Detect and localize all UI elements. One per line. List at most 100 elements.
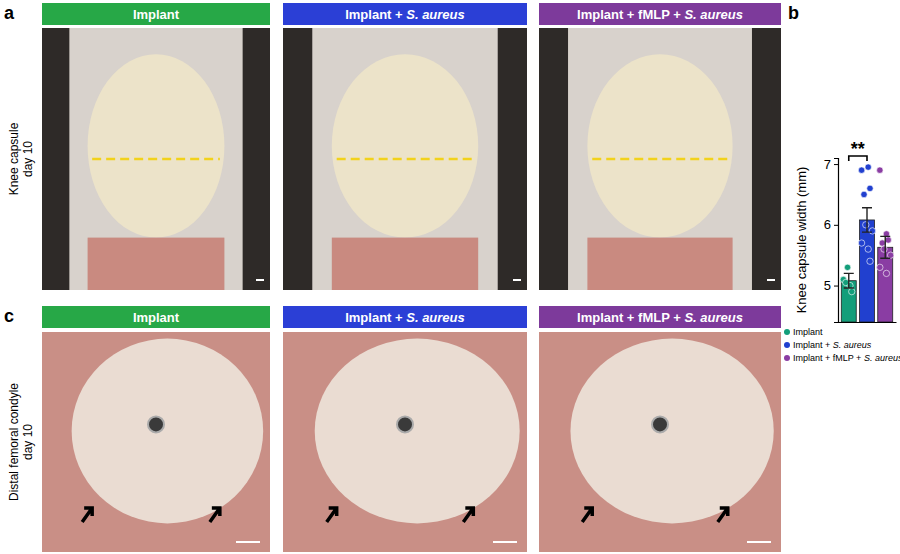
header-text: Implant + fMLP + S. aureus <box>577 7 743 22</box>
text-italic: S. aureus <box>684 310 743 325</box>
error-bar <box>844 273 854 288</box>
error-bar <box>880 236 890 258</box>
panel-letter: a <box>4 3 15 23</box>
text-part: Implant <box>793 327 823 337</box>
data-point <box>863 222 869 228</box>
header-box <box>42 306 270 328</box>
text-part: Implant <box>133 7 180 22</box>
arrow <box>463 508 473 522</box>
text-italic: S. aureus <box>833 340 872 350</box>
scale-bar <box>236 541 260 543</box>
y-tick-label: 7 <box>824 157 831 172</box>
text-part: Implant + fMLP + <box>577 310 684 325</box>
data-point <box>844 264 850 270</box>
arrow <box>718 508 728 522</box>
data-point <box>867 258 873 264</box>
header-text: Implant + S. aureus <box>345 310 465 325</box>
panel-letter: b <box>788 3 799 23</box>
row-label-line: day 10 <box>21 424 35 460</box>
header-box <box>283 306 527 328</box>
y-tick-label: 6 <box>824 217 831 232</box>
photo-skin <box>568 28 752 290</box>
data-point <box>877 167 883 173</box>
scale-bar <box>493 541 517 543</box>
photo-skin <box>69 28 242 290</box>
photo-skin <box>312 28 497 290</box>
text-part: Implant + <box>793 340 833 350</box>
text-part: Implant + <box>345 7 406 22</box>
text-italic: S. aureus <box>406 310 465 325</box>
photo <box>283 28 527 290</box>
y-tick: 5 <box>824 278 838 293</box>
arrow <box>210 508 220 522</box>
header-box <box>283 3 527 25</box>
row-label-line: Distal femoral condyle <box>7 383 21 501</box>
figure: aKnee capsuleday 10ImplantImplant + S. a… <box>0 0 900 554</box>
header-text: Implant <box>133 7 180 22</box>
x-axis <box>839 322 897 323</box>
text-part: Implant + fMLP + <box>577 7 684 22</box>
photo <box>539 28 781 290</box>
data-point <box>869 228 875 234</box>
y-tick-label: 5 <box>824 278 831 293</box>
text-part: Implant <box>133 310 180 325</box>
bar <box>860 220 875 322</box>
header-text: Implant + fMLP + S. aureus <box>577 310 743 325</box>
legend-swatch <box>784 329 790 335</box>
photo-background <box>283 28 527 290</box>
photo-background <box>539 332 781 552</box>
arrow <box>582 508 592 522</box>
legend-swatch <box>784 342 790 348</box>
scale-bar <box>256 279 264 281</box>
photo-background <box>283 332 527 552</box>
y-tick-mark <box>834 286 838 287</box>
row-label-line: Knee capsule <box>7 122 21 195</box>
y-axis-line <box>834 159 839 323</box>
photo-background <box>539 28 781 290</box>
photo-background <box>42 28 270 290</box>
data-point <box>849 288 855 294</box>
y-tick-mark <box>834 164 838 165</box>
text-italic: S. aureus <box>406 7 465 22</box>
row-label-line: day 10 <box>21 141 35 177</box>
photo-tissue <box>332 54 478 237</box>
data-point <box>885 237 891 243</box>
y-axis: 5 6 7 <box>824 157 839 323</box>
legend-swatch <box>784 355 790 361</box>
data-point <box>843 279 849 285</box>
photo-muscle <box>88 238 225 290</box>
scale-bar <box>767 279 775 281</box>
text-part: Implant + fMLP + <box>793 353 864 363</box>
y-axis-title: Knee capsule width (mm) <box>794 167 809 314</box>
photo <box>283 332 527 552</box>
photo <box>539 332 781 552</box>
plot-area <box>840 164 894 322</box>
row-label: Knee capsuleday 10 <box>7 122 35 195</box>
legend-label: Implant + fMLP + S. aureus <box>793 353 900 363</box>
scale-bar <box>747 541 771 543</box>
photo-condyle <box>570 339 773 524</box>
photo-tissue <box>88 54 225 237</box>
text-italic: S. aureus <box>864 353 900 363</box>
legend-label: Implant + S. aureus <box>793 340 872 350</box>
header-box <box>539 306 781 328</box>
y-tick-mark <box>834 225 838 226</box>
data-point <box>881 246 887 252</box>
data-point <box>861 191 867 197</box>
data-point <box>883 270 889 276</box>
data-point <box>865 164 871 170</box>
significance-label: ** <box>851 139 865 159</box>
scale-bar <box>513 279 521 281</box>
data-point <box>879 240 885 246</box>
photo-muscle <box>332 238 478 290</box>
photo-background <box>42 332 270 552</box>
photo-condyle <box>315 339 520 524</box>
measure-line <box>592 158 728 161</box>
y-tick: 7 <box>824 157 838 172</box>
error-bar <box>862 208 872 232</box>
measure-line <box>92 158 220 161</box>
y-tick: 6 <box>824 217 838 232</box>
data-point <box>858 167 864 173</box>
arrow <box>327 508 337 522</box>
photo-condyle <box>72 339 264 524</box>
